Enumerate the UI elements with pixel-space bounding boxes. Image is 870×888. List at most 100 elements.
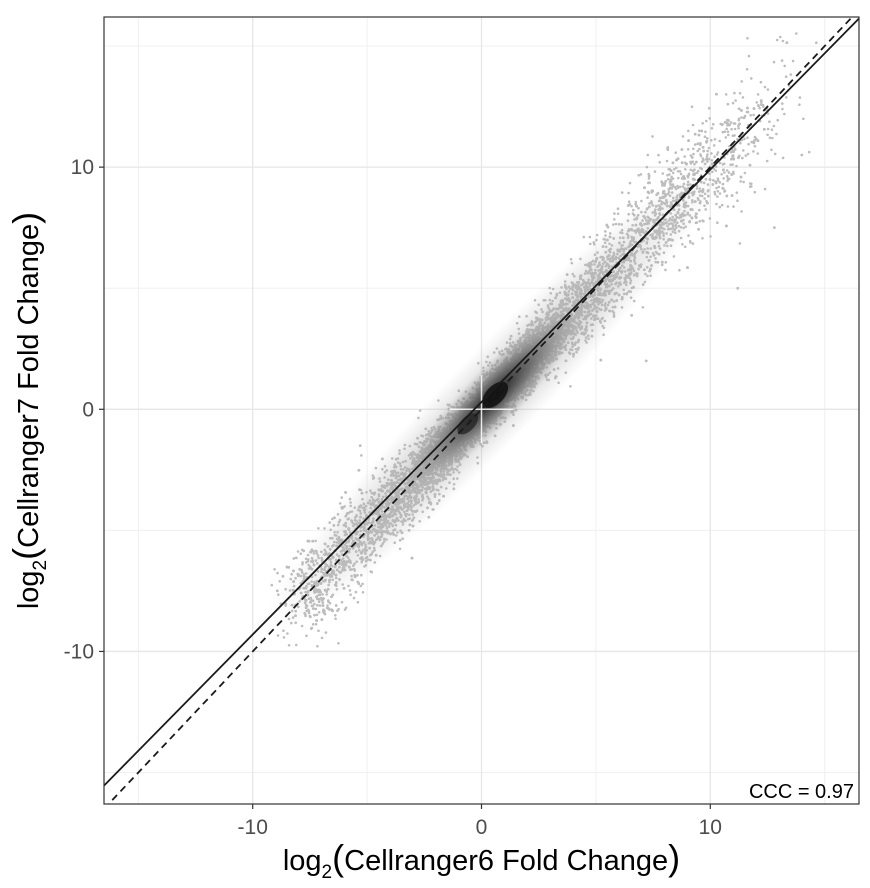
data-point bbox=[731, 156, 735, 159]
data-point bbox=[763, 187, 767, 191]
data-point bbox=[756, 152, 760, 155]
data-point bbox=[273, 568, 276, 571]
data-point bbox=[732, 170, 735, 174]
data-point bbox=[732, 205, 735, 208]
data-point bbox=[689, 160, 692, 164]
data-point bbox=[356, 600, 360, 604]
data-point bbox=[701, 219, 704, 222]
data-point bbox=[731, 163, 734, 166]
data-point bbox=[674, 151, 677, 154]
data-point bbox=[807, 150, 811, 154]
data-point bbox=[781, 102, 784, 105]
data-point bbox=[721, 182, 725, 186]
data-point bbox=[613, 218, 616, 221]
data-point bbox=[692, 147, 695, 151]
data-point bbox=[361, 591, 365, 594]
data-point bbox=[724, 93, 728, 96]
data-point bbox=[314, 622, 318, 626]
data-point bbox=[742, 180, 745, 184]
data-point bbox=[709, 235, 712, 238]
data-point bbox=[675, 166, 678, 170]
data-point bbox=[770, 128, 774, 131]
data-point bbox=[736, 199, 739, 202]
data-point bbox=[678, 268, 681, 272]
data-point bbox=[716, 221, 719, 224]
data-point bbox=[701, 237, 704, 240]
data-point bbox=[740, 210, 743, 213]
data-point bbox=[773, 152, 777, 156]
data-point bbox=[676, 170, 680, 173]
data-point bbox=[715, 153, 719, 156]
data-point bbox=[776, 118, 779, 122]
data-point bbox=[647, 172, 650, 176]
data-point bbox=[749, 114, 752, 117]
data-point bbox=[616, 212, 620, 216]
data-point bbox=[747, 142, 750, 146]
data-point bbox=[706, 137, 709, 140]
data-point bbox=[691, 242, 695, 245]
data-point bbox=[768, 120, 771, 123]
data-point bbox=[725, 169, 729, 172]
data-point bbox=[748, 182, 752, 185]
data-point bbox=[282, 636, 286, 639]
data-point bbox=[770, 148, 773, 152]
data-point bbox=[678, 170, 682, 173]
data-point bbox=[707, 106, 711, 110]
data-point bbox=[705, 139, 709, 143]
data-point bbox=[759, 80, 763, 84]
data-point bbox=[733, 122, 737, 125]
data-point bbox=[666, 177, 670, 181]
data-point bbox=[337, 642, 340, 645]
data-point bbox=[771, 136, 774, 140]
data-point bbox=[752, 150, 755, 153]
data-point bbox=[354, 590, 358, 594]
data-point bbox=[780, 59, 784, 62]
data-point bbox=[791, 59, 795, 63]
data-point bbox=[361, 582, 364, 586]
data-point bbox=[766, 88, 770, 91]
data-point bbox=[278, 580, 282, 583]
data-point bbox=[716, 195, 719, 198]
data-point bbox=[294, 556, 298, 560]
data-point bbox=[645, 165, 649, 169]
data-point bbox=[616, 207, 620, 210]
data-point bbox=[775, 132, 778, 136]
data-point bbox=[666, 148, 670, 152]
data-point bbox=[725, 127, 728, 131]
data-point bbox=[781, 156, 785, 160]
data-point bbox=[686, 148, 690, 151]
data-point bbox=[708, 217, 712, 220]
data-point bbox=[744, 154, 748, 157]
data-point bbox=[647, 181, 650, 185]
data-point bbox=[745, 68, 749, 71]
data-point bbox=[698, 129, 701, 133]
data-point bbox=[343, 608, 347, 611]
data-point bbox=[746, 136, 749, 139]
data-point bbox=[713, 138, 717, 141]
data-point bbox=[726, 179, 729, 183]
data-point bbox=[286, 632, 289, 635]
data-point bbox=[715, 202, 718, 206]
data-point bbox=[735, 191, 739, 194]
data-point bbox=[724, 136, 728, 139]
data-point bbox=[703, 135, 707, 138]
data-point bbox=[768, 136, 772, 140]
data-point bbox=[723, 130, 727, 133]
data-point bbox=[766, 133, 769, 137]
data-point bbox=[726, 130, 730, 133]
data-point bbox=[741, 96, 745, 99]
data-point bbox=[727, 177, 731, 181]
data-point bbox=[752, 113, 755, 117]
data-point bbox=[741, 156, 744, 160]
data-point bbox=[708, 117, 711, 120]
data-point bbox=[723, 189, 727, 193]
data-point bbox=[704, 130, 707, 134]
data-point bbox=[270, 583, 274, 587]
data-point bbox=[699, 154, 703, 158]
data-point bbox=[802, 117, 805, 121]
data-point bbox=[727, 133, 730, 137]
data-point bbox=[738, 242, 742, 245]
data-point bbox=[725, 174, 729, 178]
data-point bbox=[716, 190, 720, 193]
data-point bbox=[316, 645, 319, 648]
